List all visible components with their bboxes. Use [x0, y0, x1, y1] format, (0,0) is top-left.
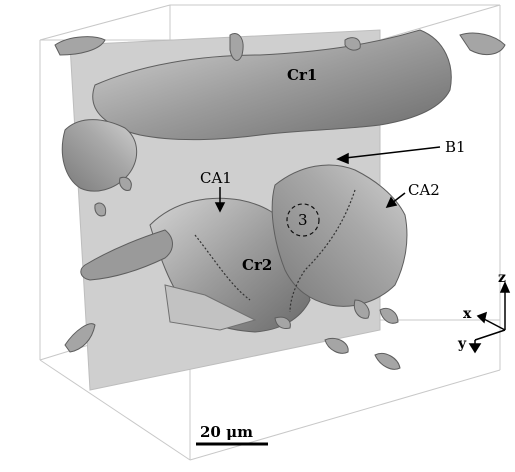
label-cr1: Cr1 — [287, 66, 317, 84]
coordinate-axes — [468, 281, 511, 354]
scale-bar-label: 20 μm — [200, 423, 253, 441]
region-3-circle — [286, 203, 320, 237]
label-ca2: CA2 — [408, 181, 440, 199]
axis-label-z: z — [498, 270, 506, 286]
boundary-dotted-line-1 — [194, 234, 251, 301]
crack-branch-left — [80, 229, 173, 281]
boundary-dotted-line-2 — [289, 189, 356, 313]
axis-label-x: x — [463, 306, 472, 322]
crack-fragments — [54, 32, 506, 370]
axis-label-y: y — [457, 336, 467, 352]
crack-surface-region-3 — [271, 164, 408, 307]
annotation-arrows — [214, 146, 441, 213]
label-b1: B1 — [445, 138, 466, 156]
crack-surface-bottom-slab — [164, 284, 257, 331]
label-ca1: CA1 — [200, 169, 232, 187]
label-region-3: 3 — [298, 211, 308, 229]
crack-surface-left-flap — [61, 119, 138, 192]
label-cr2: Cr2 — [242, 256, 272, 274]
crack-surface-cr1 — [92, 29, 452, 140]
